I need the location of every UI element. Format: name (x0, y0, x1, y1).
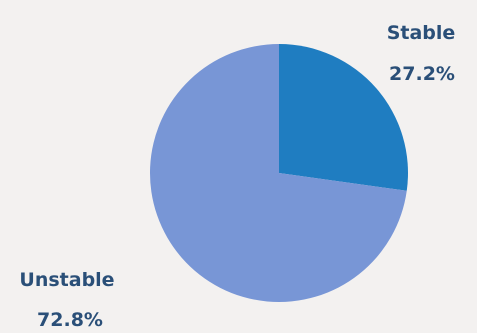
slice-value-stable: 27.2% (389, 63, 455, 85)
slice-value-unstable: 72.8% (37, 309, 103, 331)
slice-label-unstable: Unstable (19, 269, 114, 291)
pie-slice-unstable (150, 44, 407, 302)
slice-label-stable: Stable (387, 22, 456, 44)
pie-slice-stable (279, 44, 408, 191)
pie-slices (150, 44, 408, 302)
